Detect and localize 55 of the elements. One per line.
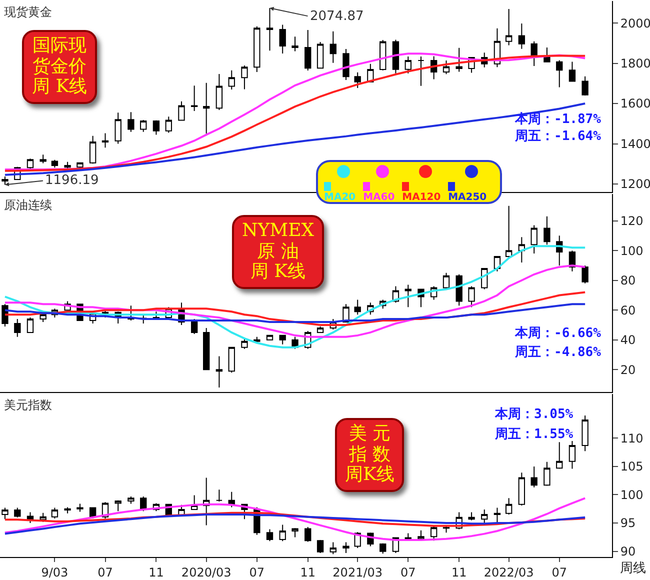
chart-title: 现货黄金 [4,5,52,19]
y-tick-label: 1600 [620,96,650,111]
label-box: NYMEX 原 油 周 K线 [232,215,324,290]
annotation: 周五：-1.64% [514,129,602,144]
annotation: 本周：-6.66% [514,326,602,341]
legend-label: MA120 [402,192,441,203]
annotation: 货金价 [32,56,88,77]
y-tick-label: 110 [620,431,644,446]
y-tick-label: 100 [620,244,644,258]
annotation: 美 元 [348,423,392,445]
x-tick-label: 2020/03 [181,565,232,580]
annotation: 原 油 [256,240,300,262]
annotation: 本周：3.05% [494,407,574,422]
x-tick-label: 07 [552,565,568,580]
y-tick-label: 90 [620,544,636,559]
y-tick-label: 1800 [620,56,650,71]
annotation: 周五：-4.86% [514,345,602,360]
legend-label: MA20 [324,192,356,203]
y-tick-label: 40 [620,333,636,348]
x-tick-label: 9/03 [41,565,68,580]
y-tick-label: 1400 [620,136,650,151]
legend-label: MA250 [448,192,487,203]
annotation: 本周：-1.87% [514,112,602,127]
y-tick-label: 60 [620,303,636,318]
x-tick-label: 07 [400,565,416,580]
annotation: 2074.87 [310,9,364,24]
y-tick-label: 20 [620,362,636,377]
annotation: 指 数 [348,444,392,465]
x-axis-title: 周线 [620,561,646,576]
x-tick-label: 07 [98,565,113,580]
y-tick-label: 1200 [620,177,650,192]
y-tick-label: 105 [620,460,644,474]
x-tick-label: 2021/03 [332,565,383,580]
annotation: 周五：1.55% [494,427,574,442]
y-tick-label: 80 [620,274,636,288]
annotation: 周K线 [345,464,394,486]
annotation: 周 K线 [249,261,307,284]
annotation: NYMEX [242,220,314,242]
annotation: 国际现 [32,35,88,57]
x-tick-label: 2022/03 [484,565,534,580]
legend-label: MA60 [363,192,395,203]
y-tick-label: 95 [620,516,636,530]
label-box: 国际现 货金价 周 K线 [22,30,98,104]
y-tick-label: 120 [620,214,644,228]
y-tick-label: 100 [620,488,644,502]
y-tick-label: 2000 [620,16,650,30]
label-box: 美 元 指 数 周K线 [335,418,404,492]
x-tick-label: 11 [148,565,164,580]
chart-title: 美元指数 [4,398,52,412]
annotation: 周 K线 [32,76,88,98]
chart-title: 原油连续 [4,198,52,212]
annotation: 1196.19 [45,173,99,188]
x-tick-label: 07 [249,565,265,580]
x-tick-label: 11 [300,565,316,580]
x-tick-label: 11 [451,565,467,580]
